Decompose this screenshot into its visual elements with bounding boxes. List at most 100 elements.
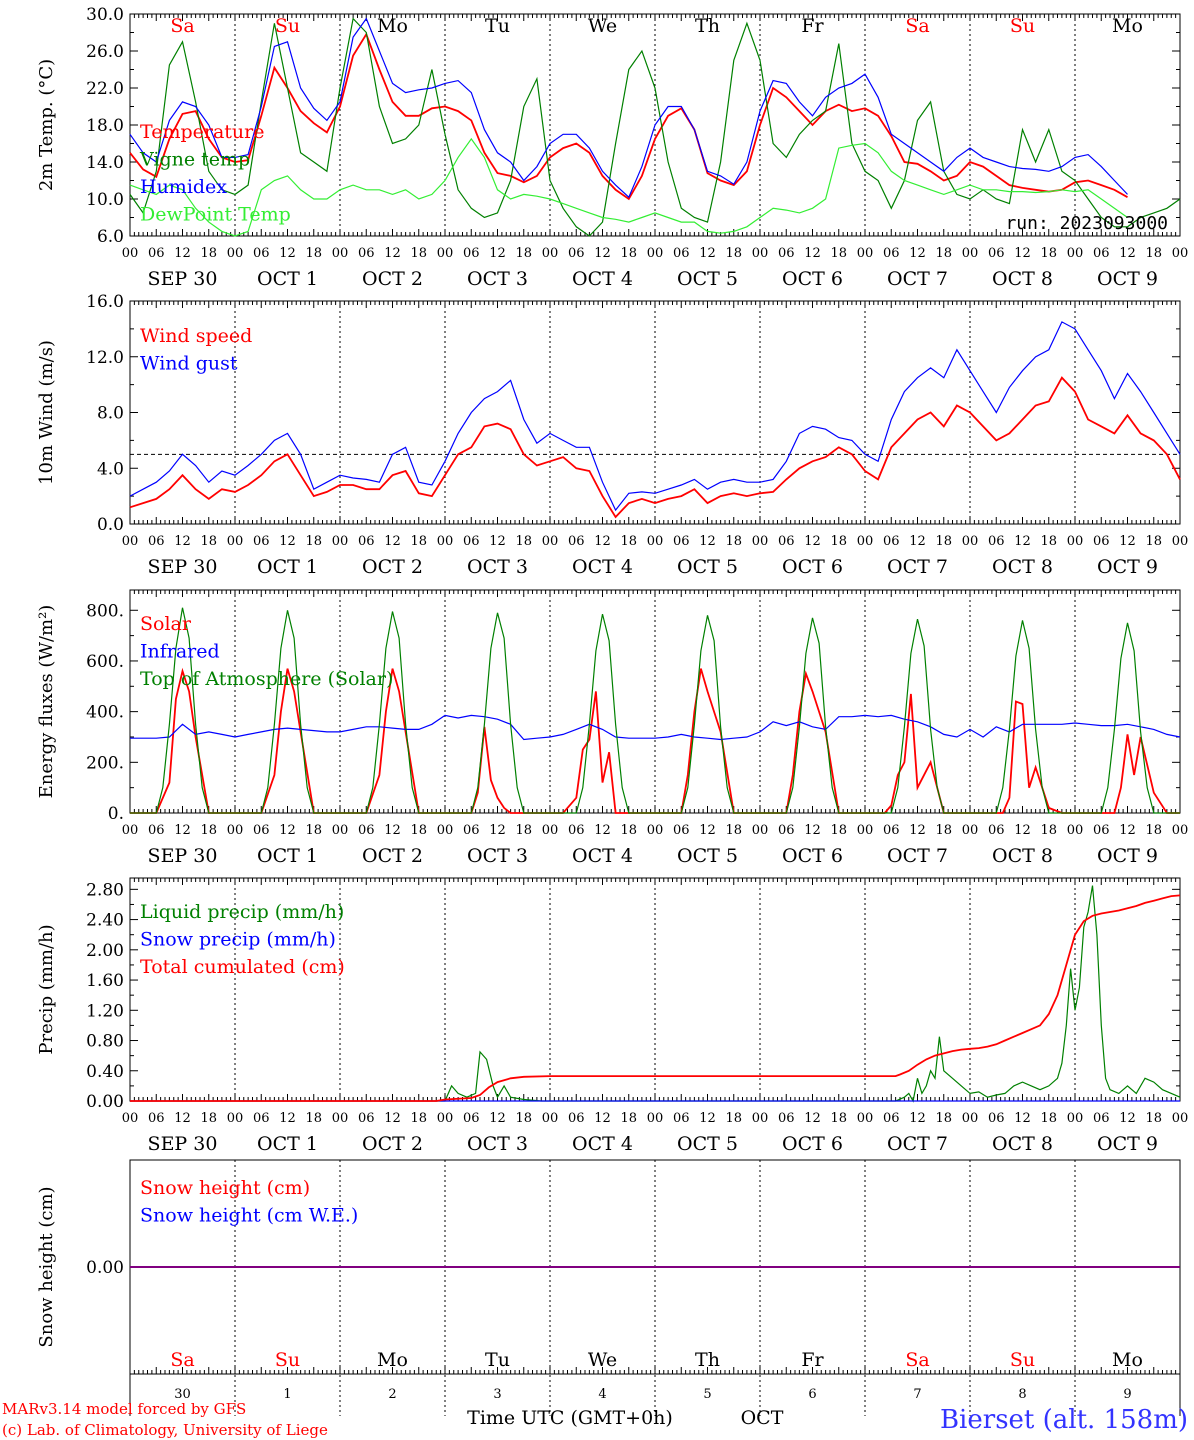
hour-tick-label: 00	[647, 246, 664, 261]
hour-tick-label: 00	[752, 823, 769, 838]
hour-tick-label: 12	[804, 1111, 821, 1126]
date-label: OCT 2	[362, 556, 423, 578]
hour-tick-label: 18	[1145, 823, 1162, 838]
hour-tick-label: 12	[1119, 823, 1136, 838]
day-name: Mo	[1112, 1349, 1143, 1371]
date-label: OCT 4	[572, 845, 633, 867]
day-number: 2	[388, 1387, 396, 1402]
hour-tick-label: 00	[332, 1111, 349, 1126]
hour-tick-label: 12	[804, 823, 821, 838]
date-label: OCT 2	[362, 1133, 423, 1155]
date-label: OCT 8	[992, 556, 1053, 578]
day-name: Su	[275, 1349, 300, 1371]
hour-tick-label: 12	[804, 534, 821, 549]
hour-tick-label: 12	[804, 246, 821, 261]
y-tick-label: 2.80	[86, 880, 124, 900]
hour-tick-label: 18	[725, 1111, 742, 1126]
y-tick-label: 14.0	[86, 153, 124, 173]
y-tick-label: 26.0	[86, 42, 124, 62]
hour-tick-label: 18	[620, 823, 637, 838]
y-tick-label: 200.	[86, 753, 124, 773]
y-axis-title: 10m Wind (m/s)	[36, 340, 57, 485]
y-tick-label: 0.00	[86, 1258, 124, 1278]
hour-tick-label: 18	[410, 534, 427, 549]
legend-entry: Top of Atmosphere (Solar)	[140, 668, 393, 690]
hour-tick-label: 06	[778, 246, 795, 261]
y-tick-label: 1.20	[86, 1001, 124, 1021]
hour-tick-label: 06	[673, 823, 690, 838]
date-label: OCT 7	[887, 268, 948, 290]
hour-tick-label: 18	[515, 823, 532, 838]
hour-tick-label: 06	[148, 823, 165, 838]
y-axis-title: Energy fluxes (W/m²)	[36, 605, 57, 799]
date-label: OCT 2	[362, 845, 423, 867]
series-line-liquid-precip-mm-h-	[130, 885, 1181, 1103]
hour-tick-label: 00	[437, 534, 454, 549]
day-name: Su	[275, 15, 300, 37]
date-label: OCT 6	[782, 845, 843, 867]
hour-tick-label: 18	[410, 823, 427, 838]
day-number: 3	[493, 1387, 501, 1402]
hour-tick-label: 12	[384, 246, 401, 261]
day-number: 8	[1018, 1387, 1026, 1402]
date-label: OCT 8	[992, 1133, 1053, 1155]
x-ticks	[129, 14, 1181, 236]
hour-tick-label: 00	[752, 1111, 769, 1126]
hour-tick-label: 00	[227, 246, 244, 261]
hour-tick-label: 00	[1067, 823, 1084, 838]
hour-tick-label: 18	[1145, 1111, 1162, 1126]
hour-tick-label: 00	[542, 534, 559, 549]
hour-tick-label: 06	[148, 1111, 165, 1126]
hour-tick-label: 06	[253, 246, 270, 261]
date-label: SEP 30	[148, 1133, 218, 1155]
hour-tick-label: 00	[647, 1111, 664, 1126]
date-label: SEP 30	[148, 268, 218, 290]
hour-tick-label: 18	[200, 246, 217, 261]
y-tick-label: 1.60	[86, 971, 124, 991]
hour-tick-label: 00	[752, 246, 769, 261]
y-tick-label: 6.0	[97, 227, 124, 247]
hour-tick-label: 18	[410, 246, 427, 261]
date-label: OCT 1	[257, 268, 318, 290]
hour-tick-label: 06	[253, 823, 270, 838]
date-label: OCT 4	[572, 1133, 633, 1155]
legend-entry: Humidex	[140, 176, 227, 198]
hour-tick-label: 18	[305, 823, 322, 838]
series-line-temperature	[129, 32, 1128, 201]
y-tick-label: 4.0	[97, 459, 124, 479]
hour-tick-label: 06	[568, 823, 585, 838]
hour-tick-label: 12	[174, 246, 191, 261]
date-label: OCT 7	[887, 556, 948, 578]
y-tick-label: 12.0	[86, 348, 124, 368]
hour-tick-label: 00	[227, 823, 244, 838]
hour-tick-label: 06	[673, 534, 690, 549]
hour-tick-label: 06	[1093, 823, 1110, 838]
hour-tick-label: 06	[253, 534, 270, 549]
date-label: OCT 8	[992, 845, 1053, 867]
legend-entry: Temperature	[140, 121, 264, 143]
day-name: Sa	[170, 15, 194, 37]
hour-tick-label: 18	[410, 1111, 427, 1126]
hour-tick-label: 00	[332, 534, 349, 549]
hour-tick-label: 00	[122, 534, 139, 549]
y-tick-label: 0.	[108, 804, 124, 824]
station-label: Bierset (alt. 158m)	[940, 1405, 1188, 1435]
hour-tick-label: 00	[1067, 246, 1084, 261]
series-line-humidex	[129, 17, 1128, 199]
hour-tick-label: 18	[305, 534, 322, 549]
hour-tick-label: 18	[935, 1111, 952, 1126]
hour-tick-label: 12	[909, 246, 926, 261]
legend-entry: Total cumulated (cm)	[140, 956, 345, 978]
day-name: Su	[1010, 1349, 1035, 1371]
hour-tick-label: 18	[1145, 246, 1162, 261]
run-label: run: 2023093000	[1005, 213, 1168, 234]
hour-tick-label: 06	[358, 823, 375, 838]
date-label: OCT 3	[467, 556, 528, 578]
hour-tick-label: 18	[935, 823, 952, 838]
credits-line-1: MARv3.14 model forced by GFS	[2, 1400, 246, 1418]
date-label: OCT 4	[572, 268, 633, 290]
hour-tick-label: 00	[437, 1111, 454, 1126]
hour-tick-label: 06	[988, 823, 1005, 838]
y-tick-label: 10.0	[86, 190, 124, 210]
